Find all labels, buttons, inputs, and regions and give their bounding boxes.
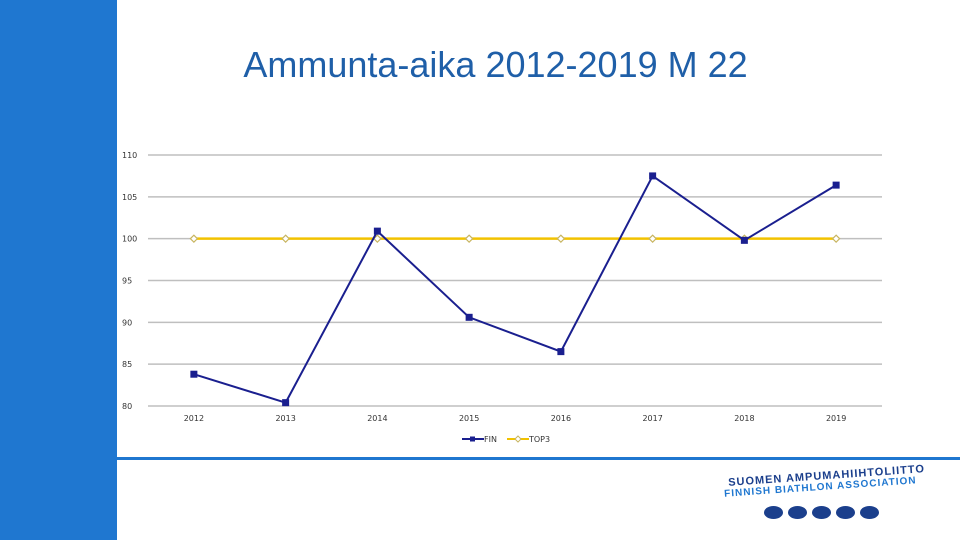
x-axis-labels: 2012 2013 2014 2015 2016 2017 2018 2019 xyxy=(184,414,847,423)
data-point-fin xyxy=(190,370,198,378)
legend-label-top3: TOP3 xyxy=(528,435,550,444)
data-point-fin xyxy=(649,172,657,180)
legend-marker-top3 xyxy=(514,435,522,443)
left-accent-bar xyxy=(0,0,117,540)
x-tick-label: 2017 xyxy=(642,414,662,423)
y-tick-label: 100 xyxy=(122,235,137,244)
data-point-fin xyxy=(557,348,565,356)
x-tick-label: 2012 xyxy=(184,414,204,423)
x-tick-label: 2019 xyxy=(826,414,846,423)
chart-series xyxy=(189,172,841,407)
data-point-fin xyxy=(740,236,748,244)
logo-dot xyxy=(764,506,783,519)
slide-title: Ammunta-aika 2012-2019 M 22 xyxy=(243,44,748,85)
logo-dot xyxy=(812,506,831,519)
association-logo: SUOMEN AMPUMAHIIHTOLIITTO FINNISH BIATHL… xyxy=(720,463,925,530)
logo-dot xyxy=(788,506,807,519)
series-line-fin xyxy=(193,174,837,404)
chart-legend: FIN TOP3 xyxy=(462,435,550,444)
chart-grid xyxy=(148,154,882,407)
y-tick-label: 80 xyxy=(122,402,132,411)
y-tick-label: 85 xyxy=(122,360,132,369)
data-point-top3 xyxy=(189,234,199,244)
logo-dots xyxy=(764,506,879,519)
y-axis-labels: 80 85 90 95 100 105 110 xyxy=(122,151,137,411)
data-point-fin xyxy=(282,399,290,407)
x-tick-label: 2018 xyxy=(734,414,754,423)
y-tick-label: 110 xyxy=(122,151,137,160)
x-tick-label: 2013 xyxy=(275,414,295,423)
y-tick-label: 95 xyxy=(122,277,132,286)
y-tick-label: 105 xyxy=(122,193,137,202)
data-point-fin xyxy=(465,313,473,321)
legend-marker-fin xyxy=(470,436,475,442)
data-point-fin xyxy=(373,227,381,235)
data-point-top3 xyxy=(464,234,474,244)
data-point-top3 xyxy=(556,234,566,244)
data-point-top3 xyxy=(648,234,657,244)
y-tick-label: 90 xyxy=(122,318,132,327)
x-tick-label: 2016 xyxy=(551,414,571,423)
x-tick-label: 2014 xyxy=(367,414,387,423)
data-point-fin xyxy=(832,181,840,189)
data-point-top3 xyxy=(831,234,841,244)
x-tick-label: 2015 xyxy=(459,414,479,423)
footer-divider xyxy=(117,457,960,460)
legend-label-fin: FIN xyxy=(484,435,497,444)
data-point-top3 xyxy=(281,234,290,244)
logo-dot xyxy=(860,506,879,519)
logo-dot xyxy=(836,506,855,519)
